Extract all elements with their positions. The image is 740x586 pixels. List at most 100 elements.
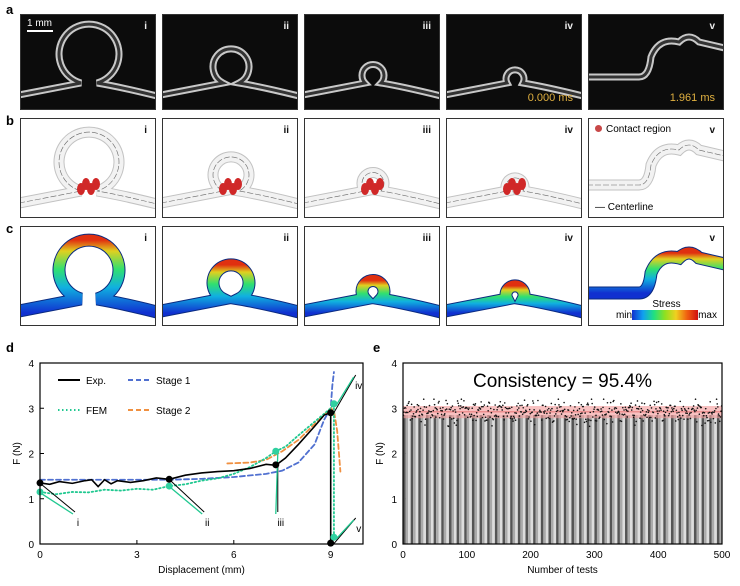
test-point: [455, 424, 458, 426]
test-point: [606, 422, 608, 425]
test-point: [459, 407, 461, 410]
test-bar: [673, 415, 677, 544]
test-bar: [410, 415, 414, 544]
test-point: [451, 418, 453, 420]
test-point: [678, 411, 680, 414]
test-point: [636, 400, 639, 402]
test-point: [657, 412, 659, 415]
test-point: [487, 409, 489, 412]
panel-numeral: iii: [422, 125, 431, 136]
scale-bar: 1 mm: [27, 18, 53, 32]
test-point: [546, 409, 549, 411]
test-point: [710, 411, 713, 414]
test-bar: [617, 415, 620, 544]
test-bar: [474, 415, 478, 544]
test-point: [578, 407, 581, 410]
panel-a-3: iii: [304, 14, 440, 110]
test-point: [495, 414, 497, 416]
test-point: [499, 400, 502, 403]
test-point: [644, 413, 647, 416]
test-point: [705, 414, 708, 417]
test-bar: [706, 415, 710, 544]
test-point: [719, 416, 722, 418]
panel-numeral: i: [144, 21, 147, 32]
panel-numeral: v: [709, 233, 715, 244]
test-point: [468, 407, 470, 409]
test-point: [528, 416, 530, 418]
test-bar: [576, 415, 580, 544]
test-point: [623, 413, 626, 416]
test-point: [681, 414, 684, 417]
y-tick-label: 3: [391, 404, 397, 415]
test-point: [621, 406, 624, 409]
test-point: [507, 411, 510, 414]
test-point: [666, 406, 668, 409]
panel-numeral: iv: [564, 125, 573, 136]
x-tick-label: 6: [231, 550, 237, 561]
test-point: [557, 398, 560, 400]
test-point: [591, 402, 593, 405]
y-axis-label: F (N): [12, 442, 23, 465]
test-point: [641, 409, 644, 412]
panel-numeral: iv: [564, 21, 573, 32]
x-tick-label: 300: [586, 550, 603, 561]
test-point: [415, 409, 418, 412]
test-point: [602, 406, 604, 409]
test-point: [419, 407, 422, 410]
test-point: [463, 399, 465, 402]
test-point: [538, 411, 541, 413]
test-point: [470, 415, 472, 418]
test-point: [677, 418, 680, 421]
test-point: [655, 408, 657, 410]
consistency-chart: 0 100 200 300 400 500 0 1 2 3 4 Number of tests F (N…: [375, 359, 731, 576]
test-point: [662, 410, 665, 413]
test-point: [648, 416, 651, 419]
test-point: [511, 418, 514, 420]
test-point: [572, 409, 575, 412]
test-point: [674, 405, 676, 408]
test-point: [565, 415, 568, 418]
legend-label: Stage 2: [156, 406, 191, 417]
test-bar: [586, 415, 590, 544]
test-point: [454, 408, 456, 411]
test-point: [610, 416, 613, 418]
test-bar: [625, 415, 628, 544]
panel-numeral: v: [709, 125, 715, 136]
test-point: [630, 402, 632, 405]
test-bar: [665, 415, 669, 544]
test-point: [533, 423, 536, 426]
test-bar: [619, 415, 623, 544]
test-point: [513, 417, 516, 419]
test-point: [628, 406, 630, 409]
test-point: [583, 421, 586, 424]
test-point: [654, 417, 657, 419]
test-point: [418, 414, 421, 417]
test-point: [599, 410, 602, 413]
test-point: [433, 398, 435, 400]
panel-c-4: iv: [446, 226, 582, 326]
marker-arrow-fem: [335, 376, 355, 407]
test-point: [521, 404, 523, 407]
test-point: [600, 408, 602, 410]
test-bar: [688, 415, 692, 544]
test-point: [517, 402, 519, 405]
test-point: [452, 410, 454, 412]
test-point: [687, 407, 690, 410]
test-bar: [573, 415, 577, 544]
test-point: [657, 400, 660, 403]
test-point: [586, 402, 589, 404]
test-point: [597, 409, 600, 411]
test-point: [406, 404, 408, 407]
test-point: [611, 409, 613, 411]
test-point: [709, 400, 711, 403]
test-bar: [505, 415, 508, 544]
test-point: [614, 411, 617, 414]
test-point: [457, 402, 459, 405]
test-point: [668, 412, 671, 415]
test-point: [483, 404, 486, 406]
test-point: [498, 404, 501, 407]
test-point: [641, 402, 643, 404]
test-point: [472, 419, 474, 422]
test-point: [698, 413, 701, 416]
